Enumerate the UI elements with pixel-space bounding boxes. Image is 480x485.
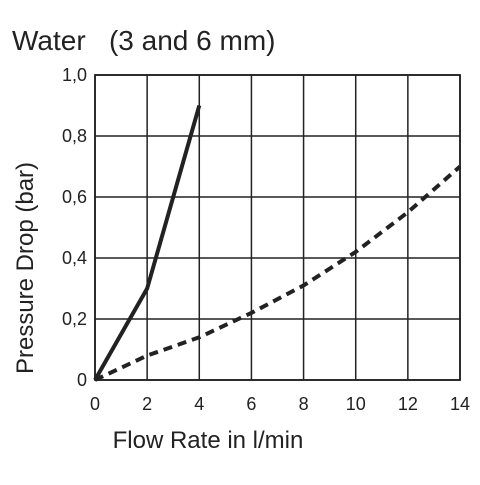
plot-border (94, 74, 461, 381)
x-tick-label: 4 (194, 394, 204, 414)
y-tick-label: 1,0 (62, 65, 87, 85)
x-tick-label: 10 (346, 394, 366, 414)
tick-labels: 0 2 4 6 8 10 12 14 0 0,2 0,4 0,6 0,8 1,0 (62, 65, 470, 414)
y-tick-label: 0,8 (62, 126, 87, 146)
y-tick-label: 0 (77, 370, 87, 390)
x-tick-label: 6 (246, 394, 256, 414)
series-line-solid (93, 104, 202, 381)
x-axis-label: Flow Rate in l/min (113, 427, 304, 454)
grid-lines (94, 74, 461, 381)
x-tick-label: 8 (299, 394, 309, 414)
y-axis-label: Pressure Drop (bar) (12, 162, 39, 374)
x-tick-label: 12 (398, 394, 418, 414)
x-tick-label: 14 (450, 394, 470, 414)
chart-title: Water (3 and 6 mm) (12, 25, 275, 56)
y-tick-label: 0,4 (62, 248, 87, 268)
x-tick-label: 0 (90, 394, 100, 414)
plot-frame (94, 74, 461, 381)
y-tick-label: 0,6 (62, 187, 87, 207)
series-layer (93, 104, 462, 382)
x-tick-label: 2 (142, 394, 152, 414)
series-line-dashed (94, 164, 462, 382)
y-tick-label: 0,2 (62, 309, 87, 329)
